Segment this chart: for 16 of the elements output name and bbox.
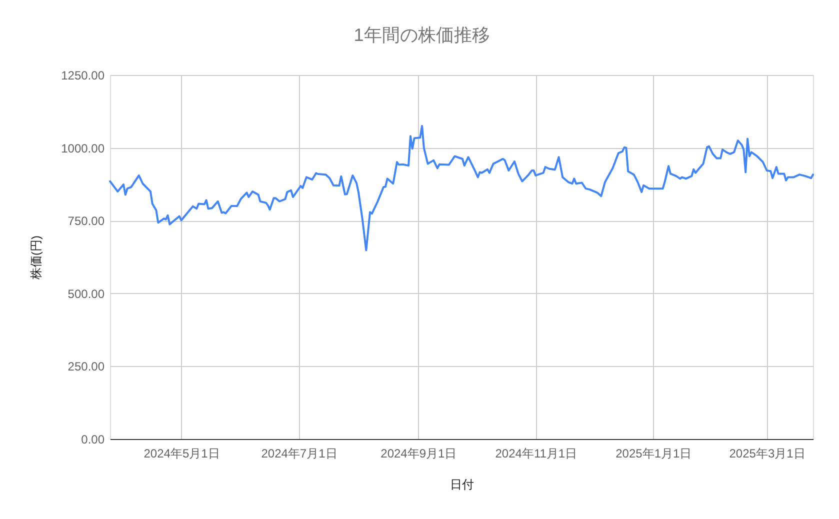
y-tick-label: 0.00 [81,432,105,446]
y-tick-label: 750.00 [68,214,105,228]
y-tick-label: 250.00 [68,360,105,374]
x-tick-label: 2024年11月1日 [495,446,578,460]
y-tick-label: 1000.00 [61,141,105,156]
x-tick-label: 2025年3月1日 [729,446,806,460]
y-tick-label: 1250.00 [61,68,105,82]
y-tick-label: 500.00 [68,286,105,301]
line-series [109,124,814,252]
chart-title: 1年間の株価推移 [354,25,490,45]
x-tick-label: 2025年1月1日 [616,446,692,460]
y-axis-title: 株価(円) [29,236,44,280]
x-tick-label: 2024年7月1日 [261,446,338,460]
x-axis-title: 日付 [450,478,474,492]
x-tick-label: 2024年5月1日 [144,446,220,460]
x-tick-label: 2024年9月1日 [380,446,457,460]
